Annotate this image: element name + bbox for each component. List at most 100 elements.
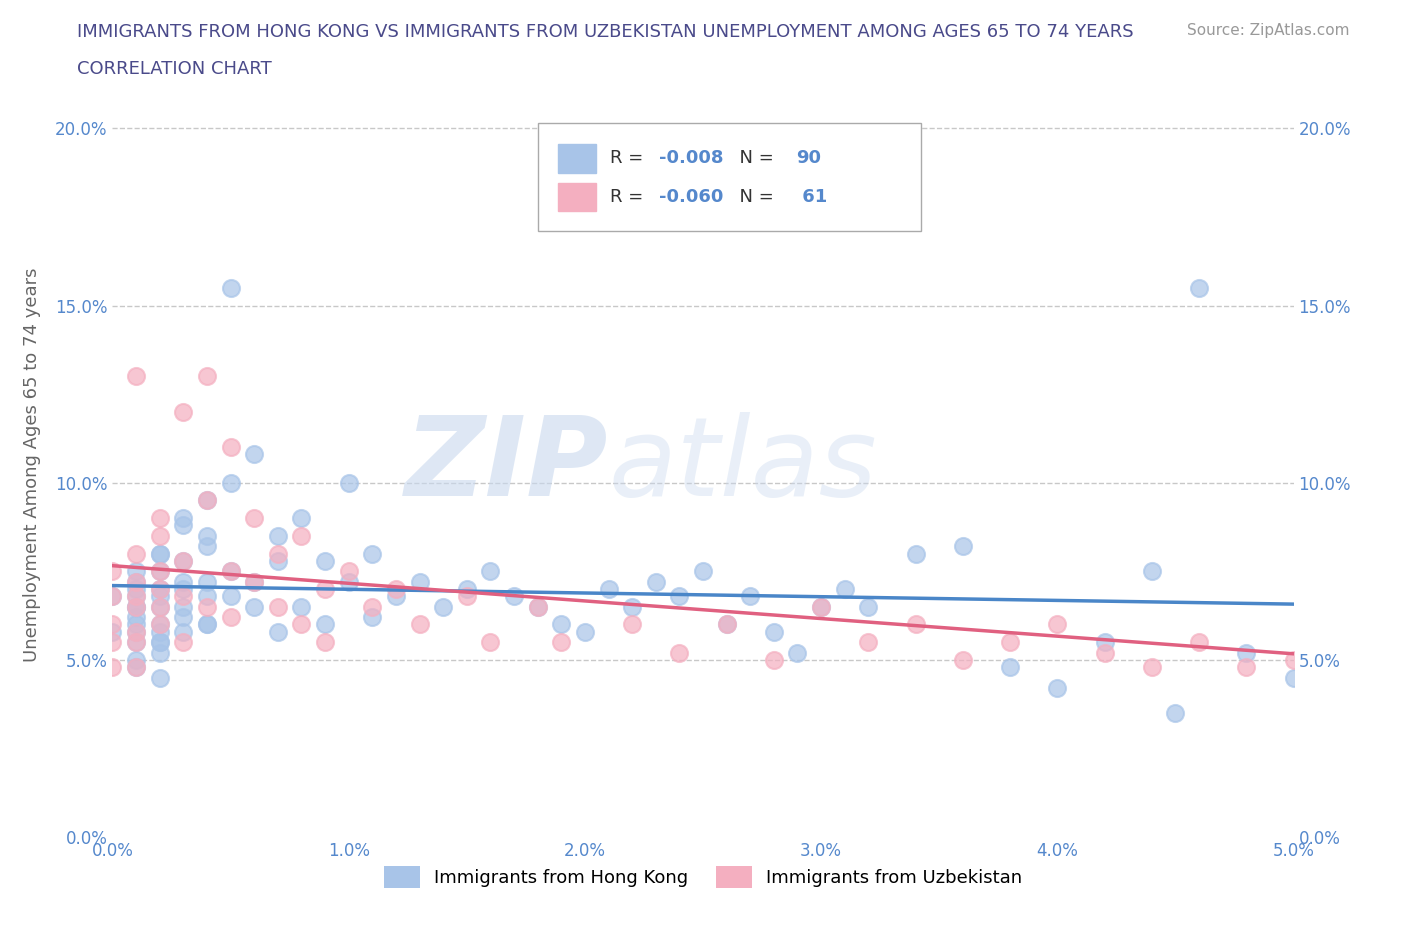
Point — [267, 528, 290, 543]
Point — [314, 617, 336, 631]
Point — [1046, 617, 1069, 631]
Point — [740, 589, 762, 604]
Point — [762, 624, 785, 639]
Point — [361, 546, 384, 561]
Point — [125, 659, 148, 674]
Point — [290, 511, 312, 525]
Point — [550, 634, 572, 649]
Point — [125, 610, 148, 625]
Point — [149, 528, 172, 543]
Point — [101, 589, 124, 604]
Point — [314, 553, 336, 568]
Point — [1046, 681, 1069, 696]
Point — [125, 617, 148, 631]
Point — [219, 440, 242, 455]
Point — [125, 369, 148, 384]
Point — [149, 624, 172, 639]
Point — [408, 575, 430, 590]
Point — [290, 599, 312, 614]
Point — [1188, 281, 1211, 296]
Point — [952, 653, 974, 668]
Point — [432, 599, 454, 614]
Point — [1140, 659, 1163, 674]
Point — [125, 564, 148, 578]
Point — [149, 581, 172, 596]
Point — [1282, 653, 1305, 668]
Point — [195, 617, 218, 631]
Text: 90: 90 — [796, 150, 821, 167]
Point — [149, 599, 172, 614]
Point — [1188, 634, 1211, 649]
Point — [456, 589, 478, 604]
Point — [314, 634, 336, 649]
Point — [149, 617, 172, 631]
Point — [267, 546, 290, 561]
Point — [267, 599, 290, 614]
Point — [267, 553, 290, 568]
Point — [149, 671, 172, 685]
Point — [621, 599, 644, 614]
Point — [810, 599, 832, 614]
Point — [243, 511, 266, 525]
Point — [172, 589, 194, 604]
Point — [149, 617, 172, 631]
Point — [172, 553, 194, 568]
Point — [219, 281, 242, 296]
Point — [716, 617, 738, 631]
Point — [644, 575, 666, 590]
Point — [361, 610, 384, 625]
Point — [337, 475, 360, 490]
Bar — [558, 183, 596, 211]
Point — [219, 564, 242, 578]
Point — [172, 518, 194, 533]
Point — [195, 575, 218, 590]
Point — [786, 645, 808, 660]
Point — [314, 581, 336, 596]
Point — [172, 581, 194, 596]
Point — [125, 634, 148, 649]
Point — [125, 575, 148, 590]
Point — [668, 589, 690, 604]
Text: R =: R = — [610, 150, 648, 167]
Point — [195, 493, 218, 508]
Point — [574, 624, 596, 639]
Point — [385, 589, 408, 604]
Point — [290, 617, 312, 631]
Point — [598, 581, 620, 596]
Point — [125, 624, 148, 639]
Point — [149, 546, 172, 561]
Bar — [558, 144, 596, 173]
Point — [526, 599, 548, 614]
Point — [149, 589, 172, 604]
Point — [762, 653, 785, 668]
Point — [952, 539, 974, 554]
Text: -0.060: -0.060 — [659, 188, 724, 206]
Point — [904, 546, 927, 561]
Text: CORRELATION CHART: CORRELATION CHART — [77, 60, 273, 78]
Text: ZIP: ZIP — [405, 411, 609, 519]
Point — [195, 539, 218, 554]
Point — [125, 575, 148, 590]
Point — [149, 634, 172, 649]
Point — [125, 599, 148, 614]
Point — [858, 634, 880, 649]
Point — [219, 564, 242, 578]
Point — [125, 581, 148, 596]
Text: N =: N = — [728, 150, 779, 167]
Point — [149, 581, 172, 596]
Point — [125, 599, 148, 614]
Text: atlas: atlas — [609, 411, 877, 519]
Point — [195, 528, 218, 543]
Text: -0.008: -0.008 — [659, 150, 724, 167]
Point — [834, 581, 856, 596]
Point — [149, 599, 172, 614]
Point — [267, 624, 290, 639]
Point — [479, 634, 502, 649]
Point — [149, 634, 172, 649]
Legend: Immigrants from Hong Kong, Immigrants from Uzbekistan: Immigrants from Hong Kong, Immigrants fr… — [377, 858, 1029, 895]
Point — [195, 493, 218, 508]
Point — [621, 617, 644, 631]
Point — [172, 575, 194, 590]
Point — [243, 447, 266, 462]
Point — [125, 589, 148, 604]
